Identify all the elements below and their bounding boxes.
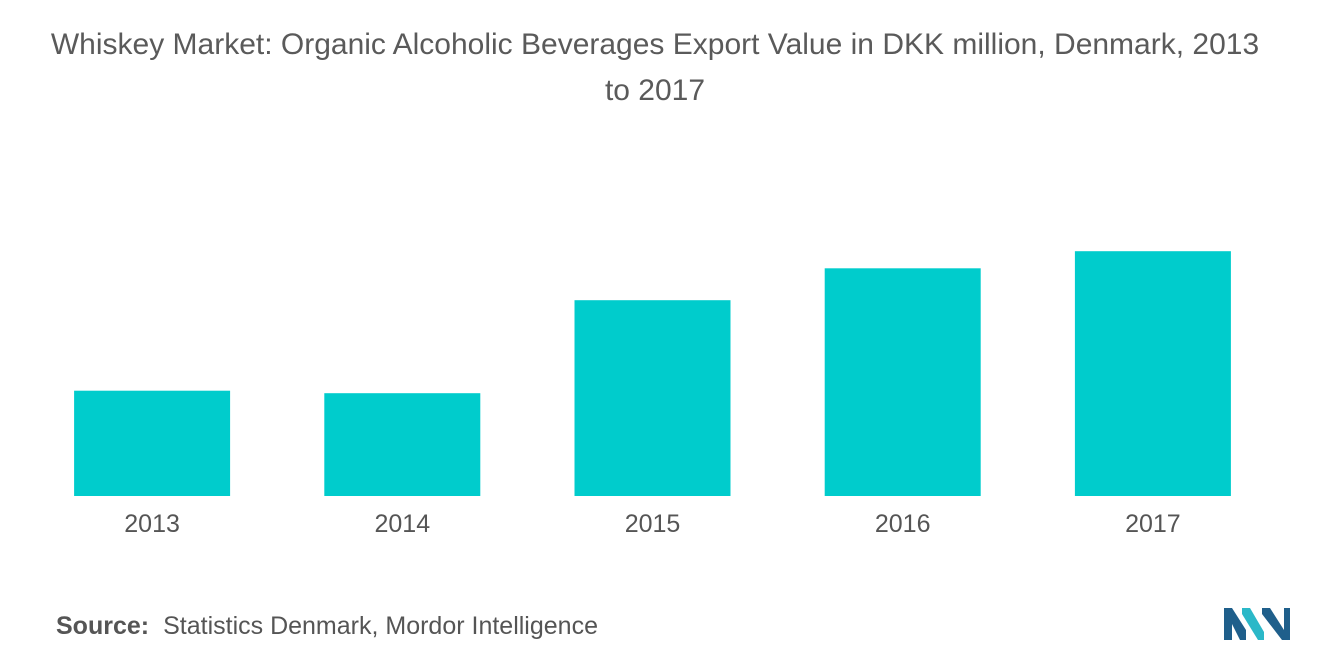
x-tick-label-2016: 2016 bbox=[875, 510, 931, 538]
logo-shape-left bbox=[1224, 608, 1246, 640]
mordor-intelligence-logo-icon bbox=[1224, 608, 1290, 640]
x-axis-tick-labels: 2013 2014 2015 2016 2017 bbox=[124, 510, 1180, 538]
source-label: Source: bbox=[56, 612, 150, 640]
chart-title-line-1: Whiskey Market: Organic Alcoholic Bevera… bbox=[50, 28, 1260, 61]
bar-2016 bbox=[824, 268, 981, 496]
bar-2017 bbox=[1074, 251, 1231, 496]
bars-group bbox=[74, 251, 1231, 496]
bar-2013 bbox=[74, 390, 231, 496]
logo-shape-middle bbox=[1242, 608, 1264, 640]
bar-2014 bbox=[324, 393, 481, 496]
x-tick-label-2013: 2013 bbox=[124, 510, 180, 538]
source-note: Source: Statistics Denmark, Mordor Intell… bbox=[56, 612, 598, 641]
x-tick-label-2017: 2017 bbox=[1125, 510, 1181, 538]
source-text: Statistics Denmark, Mordor Intelligence bbox=[163, 612, 598, 640]
logo-shape-right bbox=[1262, 608, 1290, 640]
chart-title-line-2: to 2017 bbox=[604, 74, 706, 107]
x-tick-label-2015: 2015 bbox=[625, 510, 681, 538]
bar-2015 bbox=[574, 300, 731, 496]
chart-title: Whiskey Market: Organic Alcoholic Bevera… bbox=[0, 22, 1310, 114]
x-tick-label-2014: 2014 bbox=[374, 510, 430, 538]
